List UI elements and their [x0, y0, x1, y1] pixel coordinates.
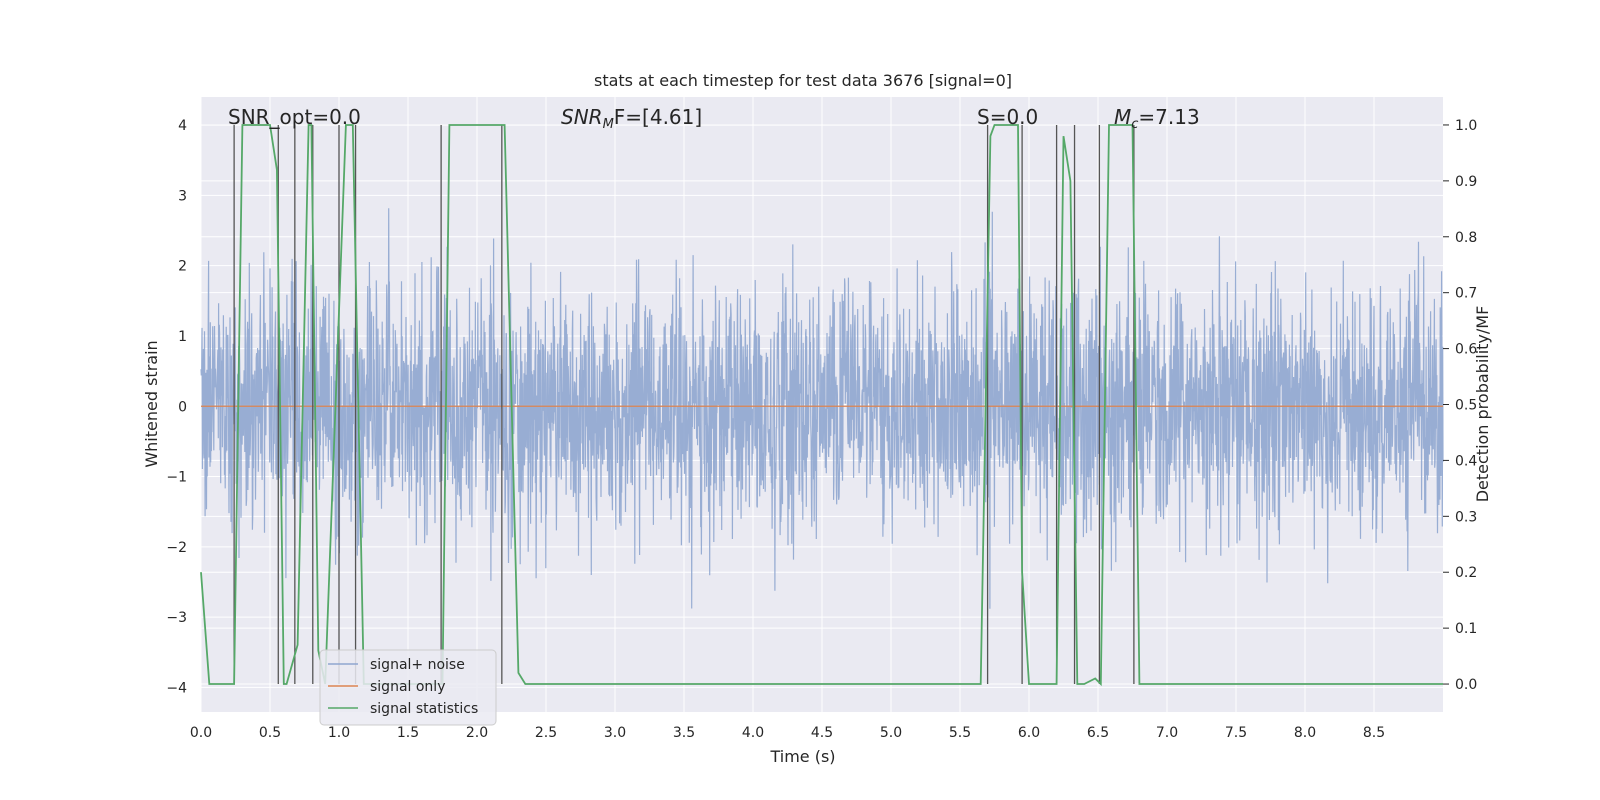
x-tick-label: 2.0 [466, 725, 488, 741]
x-tick-label: 4.0 [742, 725, 764, 741]
legend-box [319, 649, 497, 726]
x-tick-label: 5.5 [949, 725, 971, 741]
x-tick-label: 2.5 [535, 725, 557, 741]
legend-label-signal: signal only [370, 679, 445, 695]
annot-s: S=0.0 [977, 105, 1038, 129]
x-axis-label: Time (s) [769, 747, 835, 766]
y-right-tick-label: 0.4 [1455, 453, 1477, 469]
y-left-tick-label: 0 [178, 399, 187, 415]
annot-snr-mf-base: SNR [561, 105, 603, 129]
y-left-tick-label: 4 [178, 118, 187, 134]
y-right-tick-label: 0.3 [1455, 509, 1477, 525]
annot-snr-opt: SNR_opt=0.0 [228, 105, 361, 129]
x-tick-label: 8.5 [1363, 725, 1385, 741]
legend-label-stats: signal statistics [370, 701, 478, 717]
x-tick-label: 7.0 [1156, 725, 1178, 741]
x-tick-label: 0.5 [259, 725, 281, 741]
x-tick-label: 6.5 [1087, 725, 1109, 741]
y-right-tick-label: 0.9 [1455, 174, 1477, 190]
y-right-tick-label: 0.8 [1455, 230, 1477, 246]
legend: signal+ noise signal only signal statist… [319, 649, 497, 726]
y-left-tick-label: 2 [178, 259, 187, 275]
y-axis-label-left: Whitened strain [142, 340, 161, 467]
annot-mc-base: M [1114, 105, 1131, 129]
x-tick-label: 5.0 [880, 725, 902, 741]
annot-snr-mf-sub: M [603, 117, 614, 132]
x-tick-label: 4.5 [811, 725, 833, 741]
y-left-tick-label: 1 [178, 329, 187, 345]
x-tick-label: 1.0 [328, 725, 350, 741]
x-tick-label: 0.0 [190, 725, 212, 741]
annot-snr-mf: SNRMF=[4.61] [561, 105, 702, 132]
y-left-tick-label: −3 [166, 610, 187, 626]
annot-snr-mf-rest: F=[4.61] [614, 105, 702, 129]
y-right-tick-label: 0.0 [1455, 677, 1477, 693]
y-left-tick-label: −4 [166, 680, 187, 696]
x-tick-label: 3.5 [673, 725, 695, 741]
x-tick-label: 7.5 [1225, 725, 1247, 741]
x-tick-label: 6.0 [1018, 725, 1040, 741]
x-tick-label: 8.0 [1294, 725, 1316, 741]
y-right-tick-label: 0.7 [1455, 286, 1477, 302]
annot-mc-sub: c [1131, 117, 1138, 132]
y-right-tick-label: 0.6 [1455, 342, 1477, 358]
legend-label-noise: signal+ noise [370, 657, 465, 673]
series-signal-noise [200, 208, 1444, 609]
y-right-tick-label: 0.2 [1455, 565, 1477, 581]
y-right-tick-label: 0.5 [1455, 398, 1477, 414]
chart-title: stats at each timestep for test data 367… [594, 71, 1012, 90]
x-tick-label: 1.5 [397, 725, 419, 741]
y-right-tick-label: 1.0 [1455, 118, 1477, 134]
annot-mc: Mc=7.13 [1114, 105, 1200, 132]
y-left-tick-label: 3 [178, 188, 187, 204]
y-left-tick-label: −2 [166, 540, 187, 556]
y-axis-label-right: Detection probability/MF [1473, 306, 1492, 503]
y-right-tick-label: 0.1 [1455, 621, 1477, 637]
series-signal-statistics [200, 124, 1443, 687]
x-tick-label: 3.0 [604, 725, 626, 741]
annotations: SNR_opt=0.0 SNRMF=[4.61] S=0.0 Mc=7.13 [228, 105, 1200, 132]
annot-mc-rest: =7.13 [1138, 105, 1199, 129]
y-left-tick-label: −1 [166, 470, 187, 486]
